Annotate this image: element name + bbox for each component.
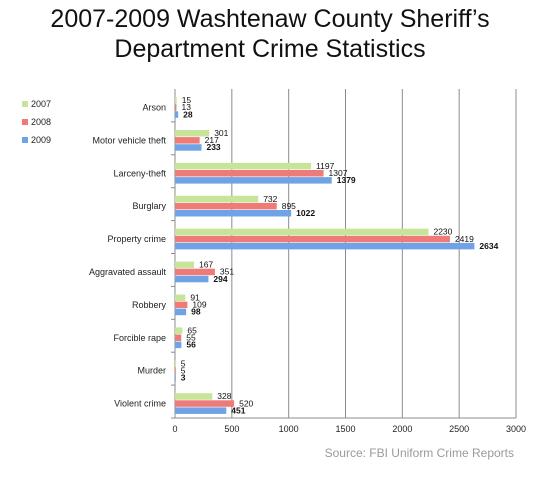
title-line-2: Department Crime Statistics [114,35,426,63]
data-label-arson-2007: 15 [182,95,192,105]
bar-forcible-rape-2007 [175,327,183,334]
title-line-1: 2007-2009 Washtenaw County Sheriff’s [50,5,490,33]
data-label-murder-2008: 5 [181,365,186,375]
data-label-forcible-rape-2007: 65 [187,325,197,335]
data-label-aggravated-assault-2009: 294 [213,274,227,284]
bar-violent-crime-2009 [175,407,227,414]
bar-larceny-theft-2007 [175,162,312,170]
bar-forcible-rape-2008 [175,334,182,341]
x-tick-label-1500: 1500 [335,424,355,434]
x-tick-label-2000: 2000 [392,424,412,434]
x-tick-label-2500: 2500 [449,424,469,434]
category-label-violent-crime: Violent crime [114,399,166,409]
bar-arson-2007 [175,97,177,104]
bar-forcible-rape-2009 [175,341,182,349]
category-label-property-crime: Property crime [107,234,166,244]
category-label-forcible-rape: Forcible rape [113,333,166,343]
bar-murder-2007 [175,360,176,367]
category-label-murder: Murder [137,366,166,376]
data-label-violent-crime-2008: 520 [239,398,253,408]
data-label-arson-2008: 13 [181,102,191,112]
bar-burglary-2007 [175,195,259,203]
x-tick-label-1000: 1000 [279,424,299,434]
data-label-forcible-rape-2009: 56 [186,340,196,350]
data-label-forcible-rape-2008: 55 [186,333,196,343]
legend-label-2009: 2009 [31,135,51,145]
bar-motor-vehicle-theft-2009 [175,144,202,151]
category-label-larceny-theft: Larceny-theft [113,168,166,178]
source-note: Source: FBI Uniform Crime Reports [324,446,514,460]
data-label-burglary-2009: 1022 [296,208,315,218]
data-label-aggravated-assault-2007: 167 [199,260,213,270]
category-label-robbery: Robbery [132,300,167,310]
data-label-larceny-theft-2007: 1197 [316,161,335,171]
legend-swatch-2008 [22,119,28,125]
legend-label-2008: 2008 [31,117,51,127]
bar-burglary-2008 [175,202,277,210]
bar-arson-2008 [175,104,177,111]
legend-swatch-2007 [22,101,28,107]
legend-label-2007: 2007 [31,99,51,109]
data-label-aggravated-assault-2008: 351 [220,267,234,277]
data-label-property-crime-2008: 2419 [455,234,474,244]
data-label-burglary-2008: 895 [282,201,296,211]
bar-violent-crime-2007 [175,393,213,400]
bar-robbery-2007 [175,294,186,301]
bar-murder-2009 [175,374,176,381]
data-label-larceny-theft-2009: 1379 [337,175,356,185]
category-label-aggravated-assault: Aggravated assault [89,267,167,277]
category-label-burglary: Burglary [132,201,166,211]
data-label-property-crime-2007: 2230 [433,227,452,237]
x-tick-label-500: 500 [224,424,239,434]
bar-property-crime-2007 [175,228,429,236]
bar-motor-vehicle-theft-2008 [175,137,200,144]
data-label-violent-crime-2007: 328 [217,391,231,401]
data-label-motor-vehicle-theft-2009: 233 [206,142,220,152]
category-label-motor-vehicle-theft: Motor vehicle theft [92,135,166,145]
x-tick-label-3000: 3000 [506,424,526,434]
bar-larceny-theft-2009 [175,177,332,184]
data-label-motor-vehicle-theft-2008: 217 [205,135,219,145]
data-label-motor-vehicle-theft-2007: 301 [214,128,228,138]
data-label-robbery-2007: 91 [190,293,200,303]
bar-murder-2008 [175,367,176,374]
bar-arson-2009 [175,111,179,118]
data-label-murder-2009: 3 [181,373,186,383]
bar-motor-vehicle-theft-2007 [175,130,210,137]
data-label-burglary-2007: 732 [263,194,277,204]
x-tick-label-0: 0 [172,424,177,434]
bar-robbery-2008 [175,301,188,309]
bar-larceny-theft-2008 [175,170,324,177]
bar-property-crime-2008 [175,235,450,243]
chart-title: 2007-2009 Washtenaw County Sheriff’s Dep… [0,4,540,64]
bar-aggravated-assault-2007 [175,261,194,269]
data-label-robbery-2009: 98 [191,307,201,317]
bar-violent-crime-2008 [175,400,235,407]
category-label-arson: Arson [142,102,166,112]
data-label-robbery-2008: 109 [192,300,206,310]
bar-aggravated-assault-2009 [175,275,209,283]
data-label-violent-crime-2009: 451 [231,405,245,415]
data-label-larceny-theft-2008: 1307 [329,168,348,178]
data-label-murder-2007: 5 [181,358,186,368]
bar-burglary-2009 [175,210,292,217]
bar-property-crime-2009 [175,242,475,250]
data-label-arson-2009: 28 [183,109,193,119]
data-label-property-crime-2009: 2634 [479,241,498,251]
bar-robbery-2009 [175,308,187,316]
legend-swatch-2009 [22,137,28,143]
bar-aggravated-assault-2008 [175,268,215,276]
